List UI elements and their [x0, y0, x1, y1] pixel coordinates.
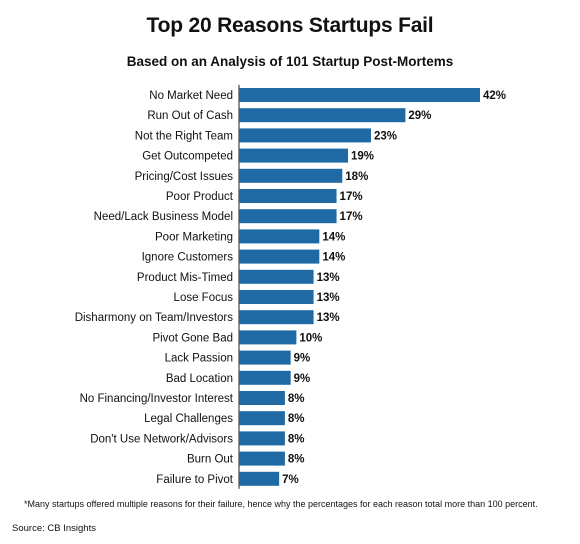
bar — [239, 290, 314, 304]
category-label: Failure to Pivot — [156, 474, 234, 486]
bar — [239, 269, 314, 284]
category-label: No Market Need — [149, 90, 233, 102]
category-label: Need/Lack Business Model — [94, 211, 233, 223]
bar — [239, 370, 291, 385]
category-label: Disharmony on Team/Investors — [75, 312, 234, 324]
value-label: 8% — [288, 433, 305, 445]
category-label: Pricing/Cost Issues — [135, 171, 234, 183]
bar — [239, 229, 320, 244]
category-label: Get Outcompeted — [142, 151, 233, 163]
bar — [239, 249, 320, 264]
category-label: Poor Product — [166, 191, 234, 203]
chart-title: Top 20 Reasons Startups Fail — [146, 14, 434, 37]
bar — [239, 148, 349, 163]
category-label: Product Mis-Timed — [137, 272, 233, 284]
value-label: 9% — [294, 373, 311, 385]
category-label: Poor Marketing — [155, 231, 233, 243]
value-label: 29% — [408, 110, 431, 122]
bar — [239, 431, 285, 446]
bar — [239, 391, 285, 405]
category-label: Don't Use Network/Advisors — [90, 433, 233, 445]
category-label: Burn Out — [187, 454, 234, 466]
bar — [239, 451, 285, 466]
bars-group: No Market Need 42% Run Out of Cash 29% Not t… — [75, 88, 506, 486]
bar — [239, 108, 406, 123]
value-label: 8% — [288, 413, 305, 425]
bar — [239, 189, 337, 203]
bar — [239, 209, 337, 224]
bar — [239, 350, 291, 365]
value-label: 8% — [288, 393, 305, 405]
value-label: 13% — [317, 292, 340, 304]
value-label: 19% — [351, 151, 374, 163]
category-label: Legal Challenges — [144, 413, 233, 425]
bar — [239, 411, 285, 426]
bar — [239, 330, 297, 345]
value-label: 17% — [340, 211, 363, 223]
value-label: 23% — [374, 130, 397, 142]
bar — [239, 88, 480, 102]
category-label: Lack Passion — [165, 353, 233, 365]
value-label: 13% — [317, 312, 340, 324]
value-label: 7% — [282, 474, 299, 486]
value-label: 8% — [288, 454, 305, 466]
category-label: Run Out of Cash — [147, 110, 233, 122]
source-note: Source: CB Insights — [12, 523, 96, 534]
category-label: Ignore Customers — [142, 252, 234, 264]
value-label: 18% — [345, 171, 368, 183]
value-label: 14% — [322, 231, 345, 243]
value-label: 42% — [483, 90, 506, 102]
bar — [239, 168, 343, 183]
footnote: *Many startups offered multiple reasons … — [24, 499, 538, 509]
chart-subtitle: Based on an Analysis of 101 Startup Post… — [126, 54, 454, 69]
value-label: 9% — [294, 353, 311, 365]
bar — [239, 310, 314, 325]
category-label: Pivot Gone Bad — [152, 332, 233, 344]
bar — [239, 128, 371, 143]
category-label: Bad Location — [166, 373, 233, 385]
category-label: Lose Focus — [174, 292, 234, 304]
bar — [239, 471, 280, 486]
value-label: 10% — [299, 332, 322, 344]
value-label: 13% — [317, 272, 340, 284]
value-label: 17% — [340, 191, 363, 203]
category-label: No Financing/Investor Interest — [80, 393, 234, 405]
value-label: 14% — [322, 252, 345, 264]
category-label: Not the Right Team — [135, 130, 233, 142]
